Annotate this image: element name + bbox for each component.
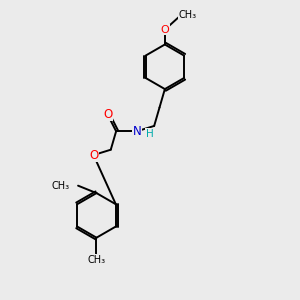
Text: H: H	[146, 129, 153, 139]
Text: N: N	[133, 125, 141, 138]
Text: CH₃: CH₃	[52, 181, 70, 191]
Text: CH₃: CH₃	[179, 10, 197, 20]
Text: O: O	[103, 108, 112, 121]
Text: CH₃: CH₃	[87, 255, 106, 265]
Text: O: O	[160, 25, 169, 34]
Text: O: O	[89, 148, 98, 162]
